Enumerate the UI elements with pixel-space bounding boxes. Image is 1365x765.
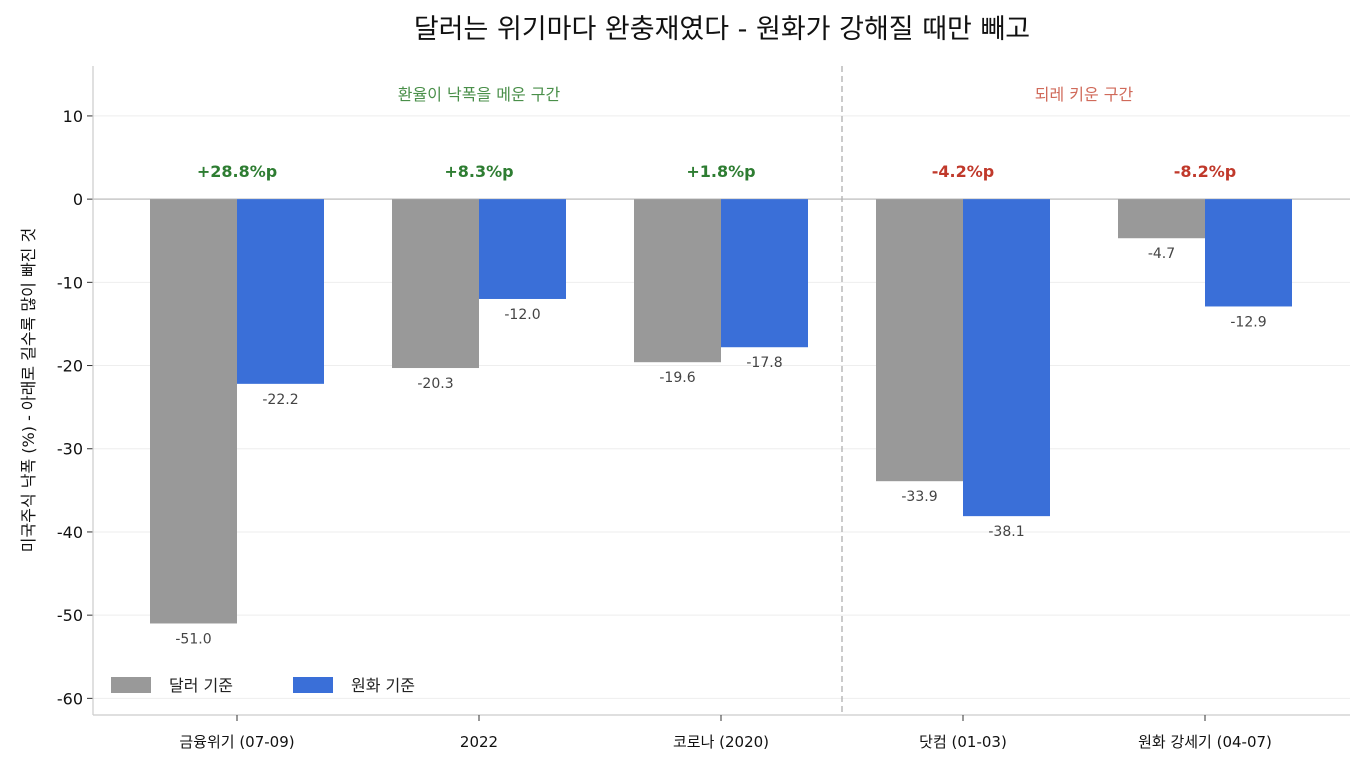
x-tick-label: 금융위기 (07-09)	[179, 733, 294, 751]
chart-title: 달러는 위기마다 완충재였다 - 원화가 강해질 때만 빼고	[414, 14, 1030, 45]
x-tick-label: 닷컴 (01-03)	[919, 733, 1007, 751]
y-axis-label: 미국주식 낙폭 (%) - 아래로 길수록 많이 빠진 것	[19, 228, 38, 552]
bar-dollar	[1118, 199, 1205, 239]
legend-swatch-dollar	[111, 677, 151, 693]
y-tick-label: -20	[57, 357, 83, 376]
difference-label: +1.8%p	[686, 162, 755, 181]
bar-dollar	[634, 199, 721, 363]
y-tick-label: -10	[57, 273, 83, 292]
bar-dollar	[876, 199, 963, 482]
difference-label: -4.2%p	[932, 162, 994, 181]
y-tick-label: -40	[57, 523, 83, 542]
region-label-1: 환율이 낙폭을 메운 구간	[398, 85, 561, 104]
legend-label-dollar: 달러 기준	[169, 676, 233, 695]
bar-won	[479, 199, 566, 299]
difference-label: +28.8%p	[197, 162, 277, 181]
y-tick-label: -30	[57, 440, 83, 459]
x-tick-label: 원화 강세기 (04-07)	[1138, 733, 1272, 751]
plot-area: 10 0 -10 -20 -30 -40 -50 -60 환율이 낙폭을 메운 구간 되레 키운 …	[57, 66, 1350, 751]
y-tick-label: 10	[63, 107, 83, 126]
value-label: -4.7	[1148, 246, 1175, 262]
region-label-2: 되레 키운 구간	[1035, 85, 1134, 104]
difference-label: +8.3%p	[444, 162, 513, 181]
bar-dollar	[392, 199, 479, 369]
bar-won	[721, 199, 808, 348]
bar-won	[237, 199, 324, 384]
value-label: -12.0	[504, 307, 540, 323]
value-label: -33.9	[901, 489, 937, 505]
value-label: -20.3	[417, 376, 453, 392]
y-tick-label: -60	[57, 689, 83, 708]
bar-won	[1205, 199, 1292, 307]
value-label: -51.0	[175, 631, 211, 647]
legend-label-won: 원화 기준	[351, 676, 415, 695]
bar-won	[963, 199, 1050, 517]
value-label: -22.2	[262, 392, 298, 408]
bar-dollar	[150, 199, 237, 624]
y-tick-label: 0	[73, 190, 83, 209]
value-label: -38.1	[988, 524, 1024, 540]
value-label: -12.9	[1230, 314, 1266, 330]
y-tick-label: -50	[57, 606, 83, 625]
x-tick-label: 2022	[460, 733, 498, 751]
difference-label: -8.2%p	[1174, 162, 1236, 181]
x-tick-label: 코로나 (2020)	[673, 733, 769, 751]
legend-swatch-won	[293, 677, 333, 693]
value-label: -17.8	[746, 355, 782, 371]
value-label: -19.6	[659, 370, 695, 386]
